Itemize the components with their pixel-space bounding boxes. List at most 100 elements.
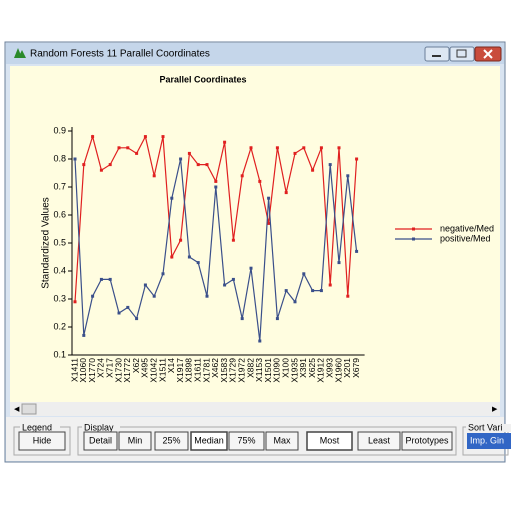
point: [82, 163, 86, 167]
hide-button[interactable]: [18, 431, 66, 451]
point: [187, 255, 191, 259]
x-tick-label: X882: [245, 358, 255, 378]
scrollbar[interactable]: [10, 402, 500, 416]
app-icon: [14, 48, 26, 58]
display-button[interactable]: [265, 431, 299, 451]
y-tick-label: 0.4: [53, 265, 66, 275]
legend-marker: [412, 237, 415, 241]
x-tick-label: X724: [96, 358, 106, 378]
maximize-icon: [456, 49, 467, 58]
chart-area: [10, 66, 500, 402]
scroll-thumb[interactable]: [21, 403, 37, 415]
point: [258, 339, 262, 343]
x-tick-label: X1153: [254, 358, 264, 382]
x-tick-label: X462: [210, 358, 220, 378]
close-icon: [483, 49, 493, 59]
point: [231, 277, 235, 281]
point: [355, 157, 359, 161]
minimize-button[interactable]: [424, 46, 450, 62]
x-tick-label: X1729: [228, 358, 238, 383]
minimize-icon: [432, 55, 441, 57]
y-tick-label: 0.9: [53, 125, 66, 135]
point: [170, 196, 174, 200]
hide-button-label: Hide: [33, 435, 52, 445]
y-tick-label: 0.2: [53, 321, 66, 331]
point: [346, 174, 350, 178]
display-button[interactable]: [190, 431, 228, 451]
x-tick-label: X1772: [122, 358, 132, 383]
point: [196, 261, 200, 265]
x-tick-label: X1060: [78, 358, 88, 383]
point: [117, 311, 121, 315]
point: [223, 140, 227, 144]
display-button[interactable]: [357, 431, 401, 451]
display-button[interactable]: [118, 431, 152, 451]
point: [214, 185, 218, 189]
point: [311, 168, 315, 172]
legend-group-bg: [20, 424, 60, 432]
point: [337, 261, 341, 265]
x-tick-label: X1042: [148, 358, 158, 383]
display-button-label: 25%: [162, 435, 180, 445]
display-button-label: Least: [368, 435, 391, 445]
point: [91, 135, 95, 139]
display-button[interactable]: [228, 431, 265, 451]
point: [223, 283, 227, 287]
point: [249, 266, 253, 270]
display-button-label: Prototypes: [405, 435, 449, 445]
x-tick-label: X1960: [333, 358, 343, 383]
x-tick-label: X1898: [184, 358, 194, 383]
point: [346, 294, 350, 298]
y-tick-label: 0.7: [53, 181, 66, 191]
point: [275, 146, 279, 150]
sort-group-bg: [466, 424, 511, 432]
point: [205, 294, 209, 298]
x-tick-label: X1583: [219, 358, 229, 383]
point: [337, 146, 341, 150]
maximize-button[interactable]: [449, 46, 475, 62]
point: [311, 289, 315, 293]
x-tick-label: X1912: [316, 358, 326, 383]
point: [73, 300, 77, 304]
point: [108, 163, 112, 167]
x-tick-label: X679: [351, 358, 361, 378]
display-button[interactable]: [154, 431, 189, 451]
y-tick-label: 0.3: [53, 293, 66, 303]
window-title: Random Forests 11 Parallel Coordinates: [30, 49, 210, 60]
point: [267, 221, 271, 225]
display-button[interactable]: [83, 431, 118, 451]
display-button-label: Max: [273, 435, 291, 445]
x-tick-label: X1730: [113, 358, 123, 383]
x-tick-label: X1501: [263, 358, 273, 383]
display-button[interactable]: [401, 431, 453, 451]
point: [126, 146, 130, 150]
point: [73, 157, 77, 161]
display-button-label: Most: [320, 435, 340, 445]
point: [205, 163, 209, 167]
x-tick-label: X62: [131, 358, 141, 373]
y-tick-label: 0.5: [53, 237, 66, 247]
point: [328, 283, 332, 287]
point: [170, 255, 174, 259]
point: [240, 174, 244, 178]
sort-value: Imp. Gin: [470, 435, 504, 445]
x-tick-label: X100: [280, 358, 290, 378]
point: [179, 157, 183, 161]
point: [302, 272, 306, 276]
point: [179, 238, 183, 242]
point: [135, 151, 139, 155]
point: [355, 249, 359, 253]
point: [161, 135, 165, 139]
point: [152, 294, 156, 298]
point: [99, 277, 103, 281]
display-button[interactable]: [306, 431, 353, 451]
point: [214, 179, 218, 183]
point: [187, 151, 191, 155]
point: [91, 294, 95, 298]
legend-group-label: Legend: [22, 422, 52, 432]
sort-dropdown[interactable]: [467, 433, 511, 449]
legend-label: positive/Med: [440, 233, 491, 243]
x-tick-label: X993: [324, 358, 334, 378]
x-tick-label: X1511: [157, 358, 167, 382]
